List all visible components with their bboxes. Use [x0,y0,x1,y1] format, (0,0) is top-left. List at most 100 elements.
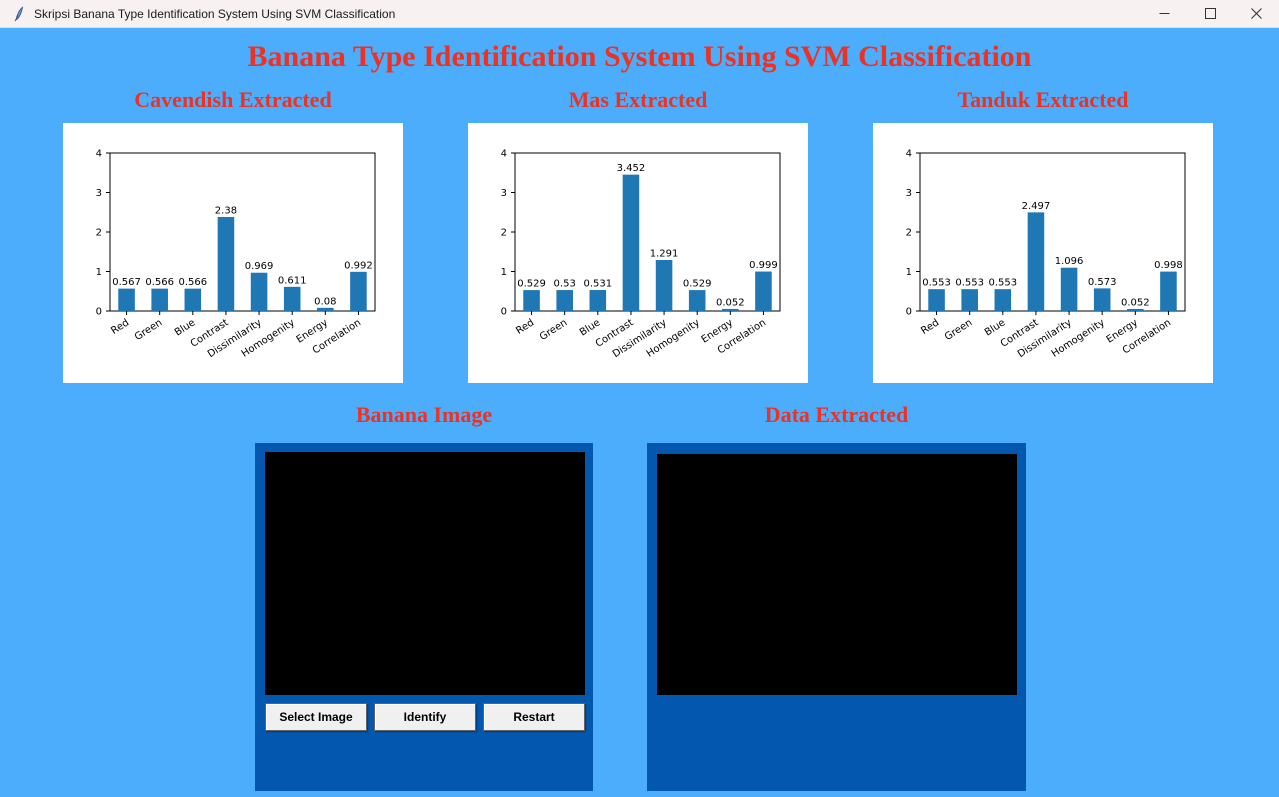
bar [1060,267,1078,311]
bar [184,288,202,311]
plot-area [514,152,781,312]
mas-bar-chart: 012340.529Red0.53Green0.531Blue3.452Cont… [501,149,781,360]
bar [350,271,367,311]
bar-value-label: 0.052 [1121,297,1150,308]
bar [688,290,706,311]
bar [151,288,168,311]
y-tick-label: 2 [96,228,102,239]
titlebar[interactable]: Skripsi Banana Type Identification Syste… [0,0,1279,28]
bar [250,272,268,311]
y-tick-label: 2 [501,228,507,239]
x-tick-label: Blue [983,317,1008,338]
bar-value-label: 0.553 [922,278,951,289]
x-tick-label: Blue [578,317,603,338]
bar [1127,308,1144,311]
y-tick-label: 4 [906,149,912,160]
bar-value-label: 0.566 [178,277,207,288]
x-tick-label: Green [133,317,164,343]
bar [722,308,739,311]
bar [317,307,334,311]
bar-value-label: 0.531 [583,279,612,290]
banana-image-panel: Select Image Identify Restart [255,443,593,791]
bar-value-label: 0.566 [145,277,174,288]
bar-value-label: 0.08 [314,296,336,307]
close-icon [1250,8,1262,19]
bar [928,289,945,311]
tanduk-bar-chart: 012340.553Red0.553Green0.553Blue2.497Con… [906,149,1186,360]
bar-value-label: 0.553 [988,278,1017,289]
x-tick-label: Blue [173,317,198,338]
bar-value-label: 0.999 [749,260,778,271]
tanduk-chart-card: 0 1 2 3 4 0.553 Red 0.553 Green 0.553 Blue 2.497 Con… [873,123,1213,383]
bar [1160,271,1177,311]
bar-value-label: 0.052 [716,297,745,308]
banana-image-title: Banana Image [355,402,493,427]
cavendish-chart-card: 0 1 2 3 4 0.567 Red 0.566 Green 0.566 Blue 2.38 Cont… [63,123,403,383]
maximize-icon [1204,8,1216,19]
bar [523,290,540,311]
y-tick-label: 4 [96,149,102,160]
x-tick-label: Red [514,317,536,337]
bar [1027,212,1045,311]
data-extracted-title: Data Extracted [764,402,909,427]
x-tick-label: Green [943,317,974,343]
bar-value-label: 0.529 [517,279,546,290]
bar-value-label: 0.529 [683,279,712,290]
bar [755,271,772,311]
y-tick-label: 1 [906,267,912,278]
x-tick-label: Red [109,317,131,337]
bar [1093,288,1111,311]
cavendish-chart-title: Cavendish Extracted [134,87,332,112]
page-title: Banana Type Identification System Using … [247,40,1032,73]
x-tick-label: Green [538,317,569,343]
bar [283,286,301,311]
y-tick-label: 0 [501,307,507,318]
bar [961,289,978,311]
bar [556,290,573,311]
y-tick-label: 0 [96,307,102,318]
y-tick-label: 3 [96,188,102,199]
plot-area [919,152,1186,312]
minimize-icon [1159,13,1169,14]
bar [655,260,673,311]
bar [622,174,640,311]
bar-value-label: 0.998 [1154,260,1183,271]
close-button[interactable] [1233,0,1279,27]
bar [994,289,1012,311]
select-image-button[interactable]: Select Image [265,703,367,731]
bar-value-label: 0.567 [112,277,141,288]
bar-value-label: 2.38 [215,205,237,216]
y-tick-label: 2 [906,228,912,239]
bar [118,288,135,311]
bar-value-label: 0.992 [344,260,373,271]
y-tick-label: 3 [906,188,912,199]
mas-chart-title: Mas Extracted [568,87,708,112]
window-controls [1141,0,1279,27]
banana-image-display [265,452,585,695]
plot-area [109,152,376,312]
maximize-button[interactable] [1187,0,1233,27]
window-title: Skripsi Banana Type Identification Syste… [34,6,396,21]
bar [589,290,607,311]
y-tick-label: 4 [501,149,507,160]
bar-value-label: 0.969 [245,261,274,272]
bar-value-label: 2.497 [1022,201,1051,212]
identify-button[interactable]: Identify [374,703,476,731]
x-tick-label: Red [919,317,941,337]
cavendish-bar-chart: 012340.567Red0.566Green0.566Blue2.38Cont… [96,149,376,360]
bar-value-label: 0.553 [955,278,984,289]
restart-button[interactable]: Restart [483,703,585,731]
tanduk-chart-title: Tanduk Extracted [957,87,1129,112]
bar-value-label: 1.291 [650,249,679,260]
main-content: Banana Type Identification System Using … [0,28,1279,797]
y-tick-label: 1 [96,267,102,278]
bar-value-label: 0.573 [1088,277,1117,288]
bar-value-label: 0.53 [554,279,576,290]
bar [217,216,235,311]
data-extracted-panel [647,443,1026,791]
y-tick-label: 0 [906,307,912,318]
bar-value-label: 1.096 [1055,256,1084,267]
minimize-button[interactable] [1141,0,1187,27]
y-tick-label: 3 [501,188,507,199]
